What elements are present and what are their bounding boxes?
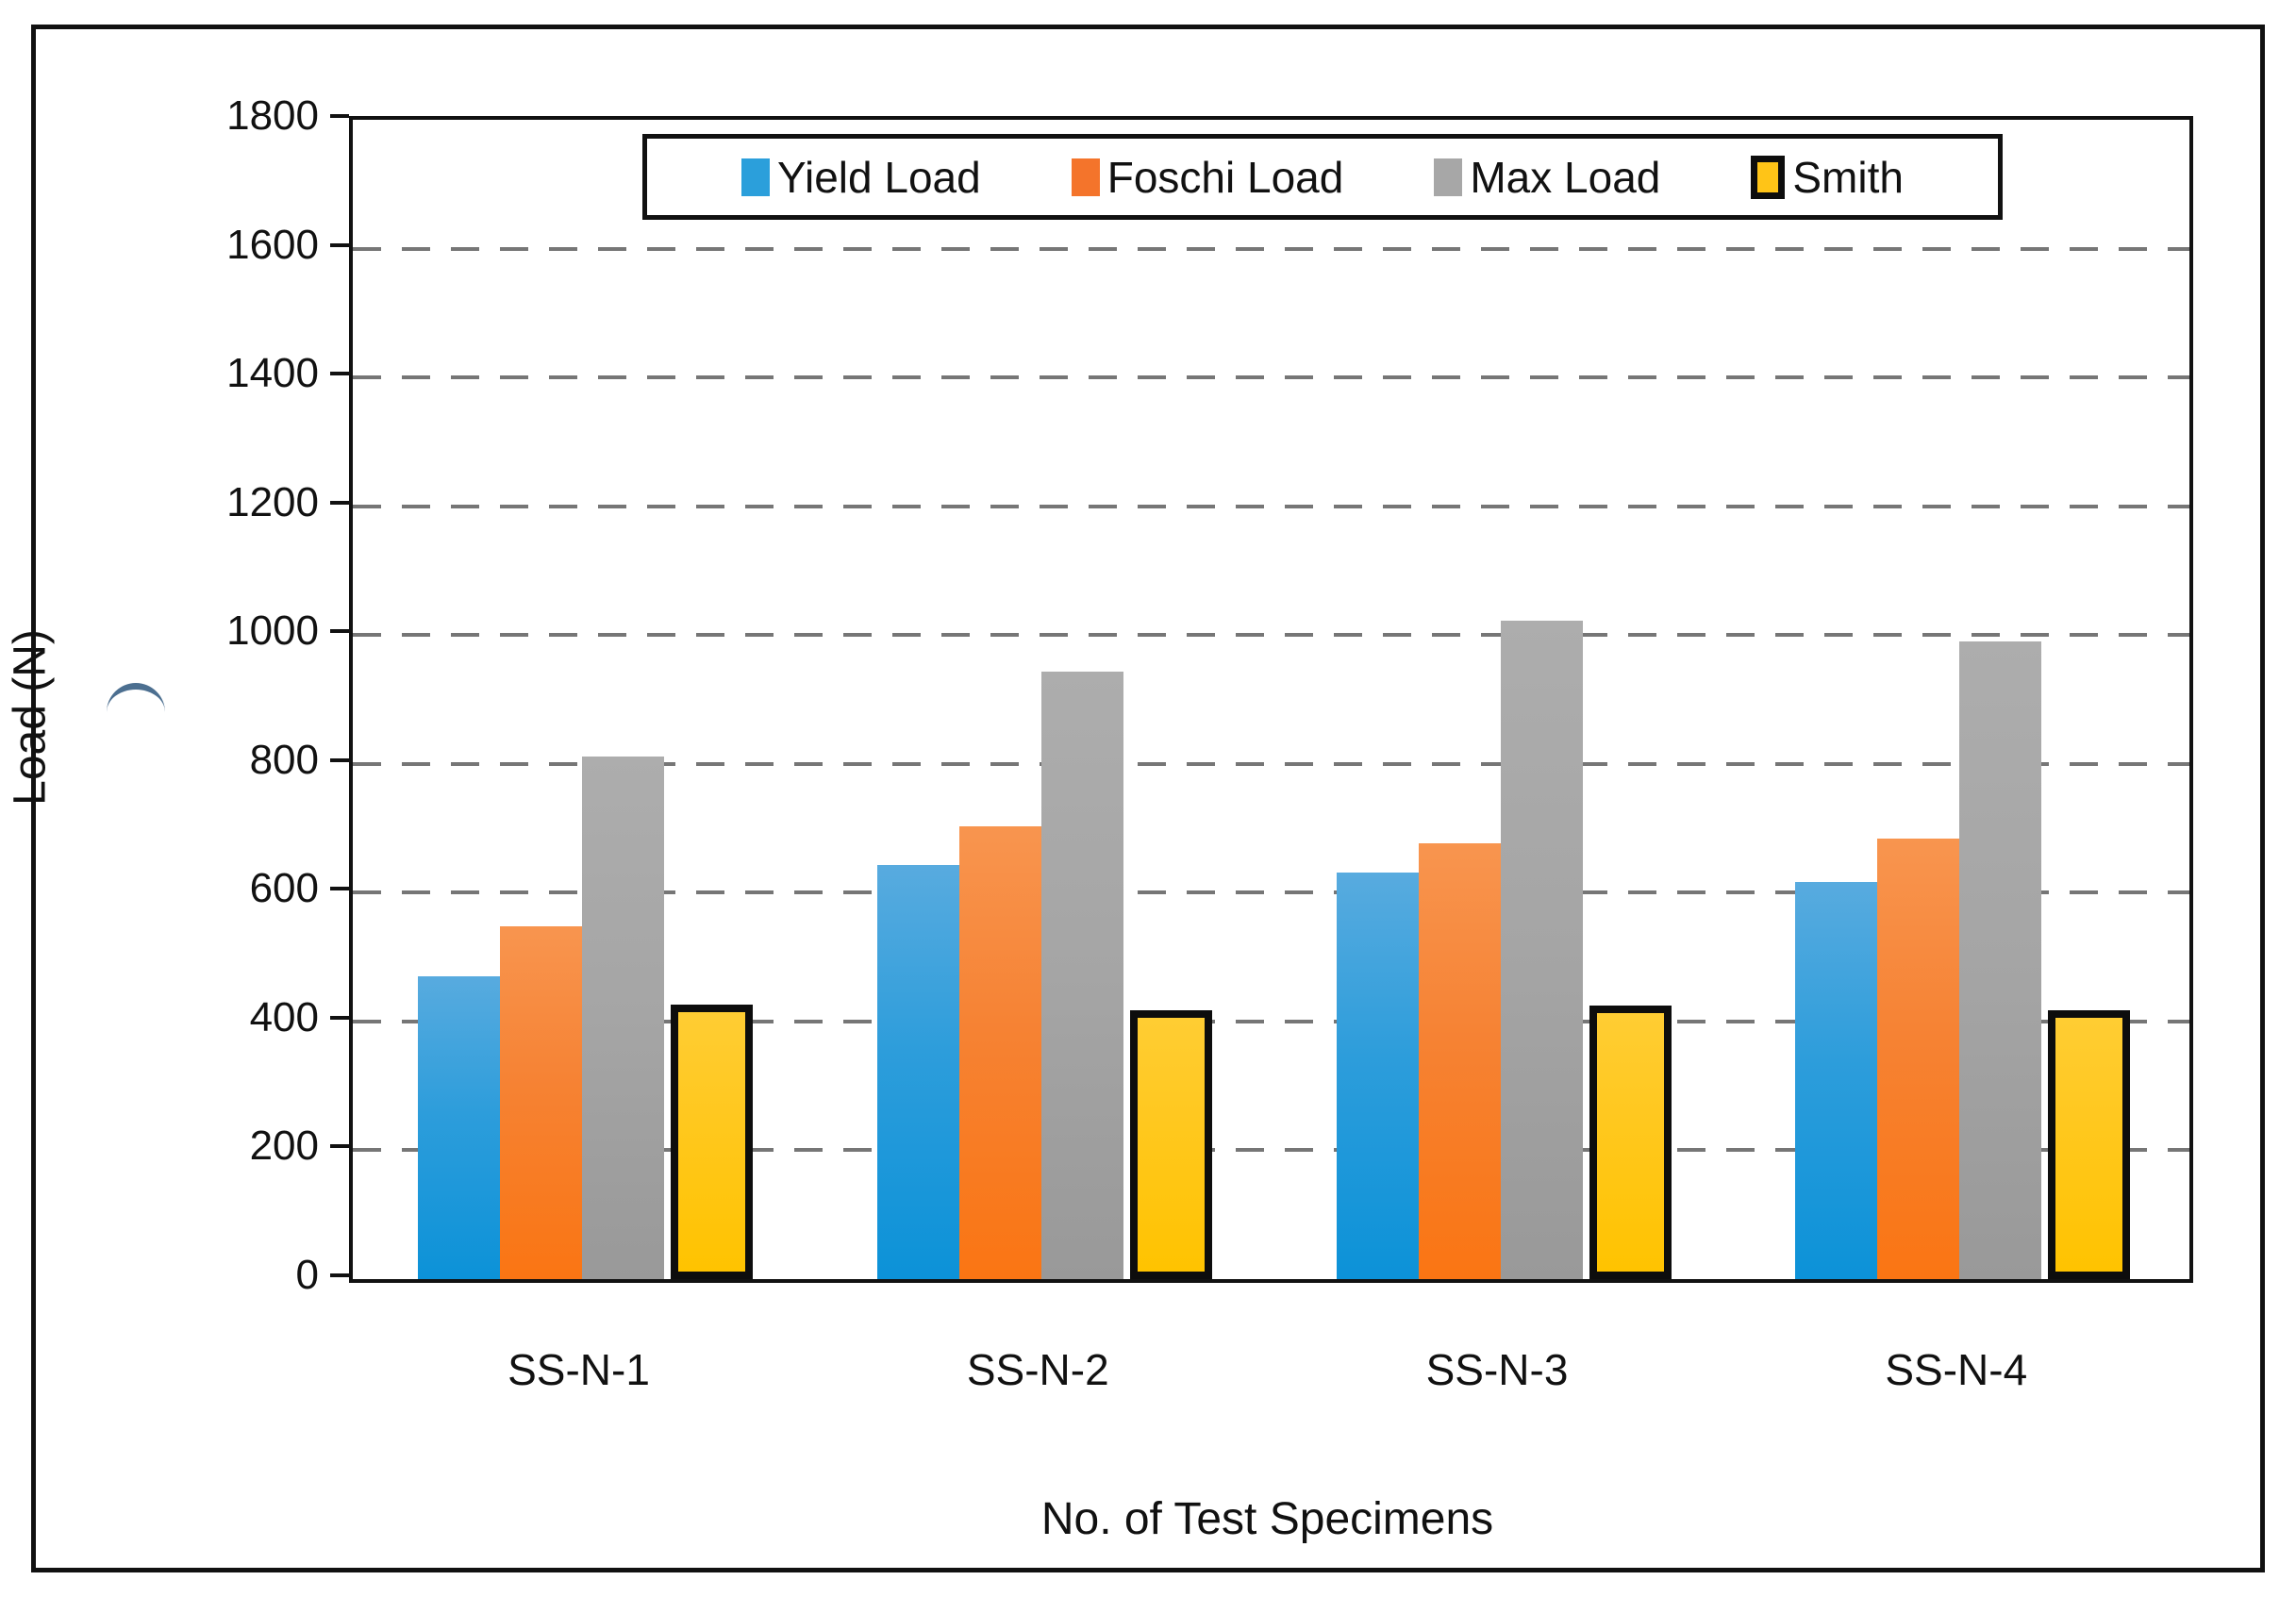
y-tick-400 [330, 1015, 349, 1020]
y-axis-title: Load (N) [5, 629, 56, 806]
bar-yield-load-ss-n-4 [1795, 882, 1878, 1279]
y-tick-200 [330, 1144, 349, 1149]
y-tick-label-800: 800 [249, 736, 319, 783]
bar-yield-load-ss-n-1 [418, 976, 500, 1279]
x-category-label-ss-n-4: SS-N-4 [1885, 1345, 2028, 1394]
x-category-label-ss-n-2: SS-N-2 [966, 1345, 1109, 1394]
legend-item-yield-load: Yield Load [741, 152, 981, 203]
gridline-1000 [353, 633, 2189, 638]
bar-foschi-load-ss-n-4 [1877, 838, 1960, 1279]
bar-yield-load-ss-n-2 [876, 864, 959, 1279]
bar-smith-ss-n-4 [2048, 1010, 2131, 1279]
y-tick-label-600: 600 [249, 865, 319, 912]
gridline-1400 [353, 375, 2189, 380]
bar-smith-ss-n-2 [1129, 1009, 1212, 1279]
y-tick-label-200: 200 [249, 1123, 319, 1170]
legend-item-foschi-load: Foschi Load [1071, 152, 1344, 203]
legend-label-max-load: Max Load [1470, 152, 1661, 202]
bar-max-load-ss-n-4 [1959, 641, 2042, 1279]
y-tick-1000 [330, 629, 349, 634]
x-category-label-ss-n-3: SS-N-3 [1425, 1345, 1569, 1394]
legend: Yield Load Foschi Load Max Load Smith [642, 134, 2003, 220]
y-tick-label-0: 0 [295, 1252, 319, 1298]
legend-label-smith: Smith [1792, 152, 1904, 202]
legend-item-smith: Smith [1751, 152, 1904, 203]
y-tick-label-1000: 1000 [226, 607, 319, 655]
legend-marker-foschi-load-icon [1071, 158, 1100, 196]
bar-foschi-load-ss-n-1 [500, 925, 582, 1279]
y-tick-label-1400: 1400 [226, 350, 319, 397]
y-tick-1400 [330, 372, 349, 376]
y-tick-label-1800: 1800 [226, 92, 319, 139]
legend-marker-yield-load-icon [741, 158, 771, 196]
gridline-600 [353, 890, 2189, 895]
bar-foschi-load-ss-n-2 [958, 826, 1041, 1279]
gridline-1200 [353, 504, 2189, 508]
arc-artifact [107, 683, 165, 712]
y-tick-1600 [330, 242, 349, 247]
bar-max-load-ss-n-1 [582, 756, 664, 1279]
y-tick-600 [330, 887, 349, 891]
y-tick-label-400: 400 [249, 993, 319, 1040]
legend-label-yield-load: Yield Load [777, 152, 981, 202]
gridline-1600 [353, 246, 2189, 251]
legend-label-foschi-load: Foschi Load [1106, 152, 1344, 202]
bar-foschi-load-ss-n-3 [1418, 843, 1501, 1279]
y-tick-1200 [330, 500, 349, 505]
bar-max-load-ss-n-2 [1040, 672, 1123, 1279]
x-axis-title: No. of Test Specimens [1040, 1494, 1494, 1544]
gridline-800 [353, 761, 2189, 766]
y-tick-800 [330, 757, 349, 762]
bar-max-load-ss-n-3 [1500, 620, 1583, 1279]
y-tick-0 [330, 1273, 349, 1277]
gridline-200 [353, 1148, 2189, 1153]
legend-marker-smith-icon [1751, 155, 1786, 199]
bar-smith-ss-n-3 [1589, 1005, 1672, 1279]
gridline-400 [353, 1019, 2189, 1023]
y-tick-label-1200: 1200 [226, 478, 319, 525]
y-tick-label-1600: 1600 [226, 221, 319, 268]
bar-smith-ss-n-1 [671, 1005, 753, 1279]
plot-area [349, 116, 2193, 1283]
y-tick-1800 [330, 114, 349, 118]
legend-marker-max-load-icon [1434, 158, 1463, 196]
legend-item-max-load: Max Load [1434, 152, 1660, 203]
bar-yield-load-ss-n-3 [1336, 872, 1419, 1279]
x-category-label-ss-n-1: SS-N-1 [507, 1345, 650, 1394]
